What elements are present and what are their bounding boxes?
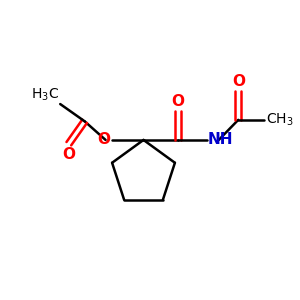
Text: O: O — [172, 94, 184, 109]
Text: O: O — [232, 74, 245, 89]
Text: NH: NH — [208, 132, 234, 147]
Text: CH$_3$: CH$_3$ — [266, 112, 293, 128]
Text: O: O — [62, 147, 75, 162]
Text: O: O — [98, 132, 110, 147]
Text: H$_3$C: H$_3$C — [31, 86, 59, 103]
